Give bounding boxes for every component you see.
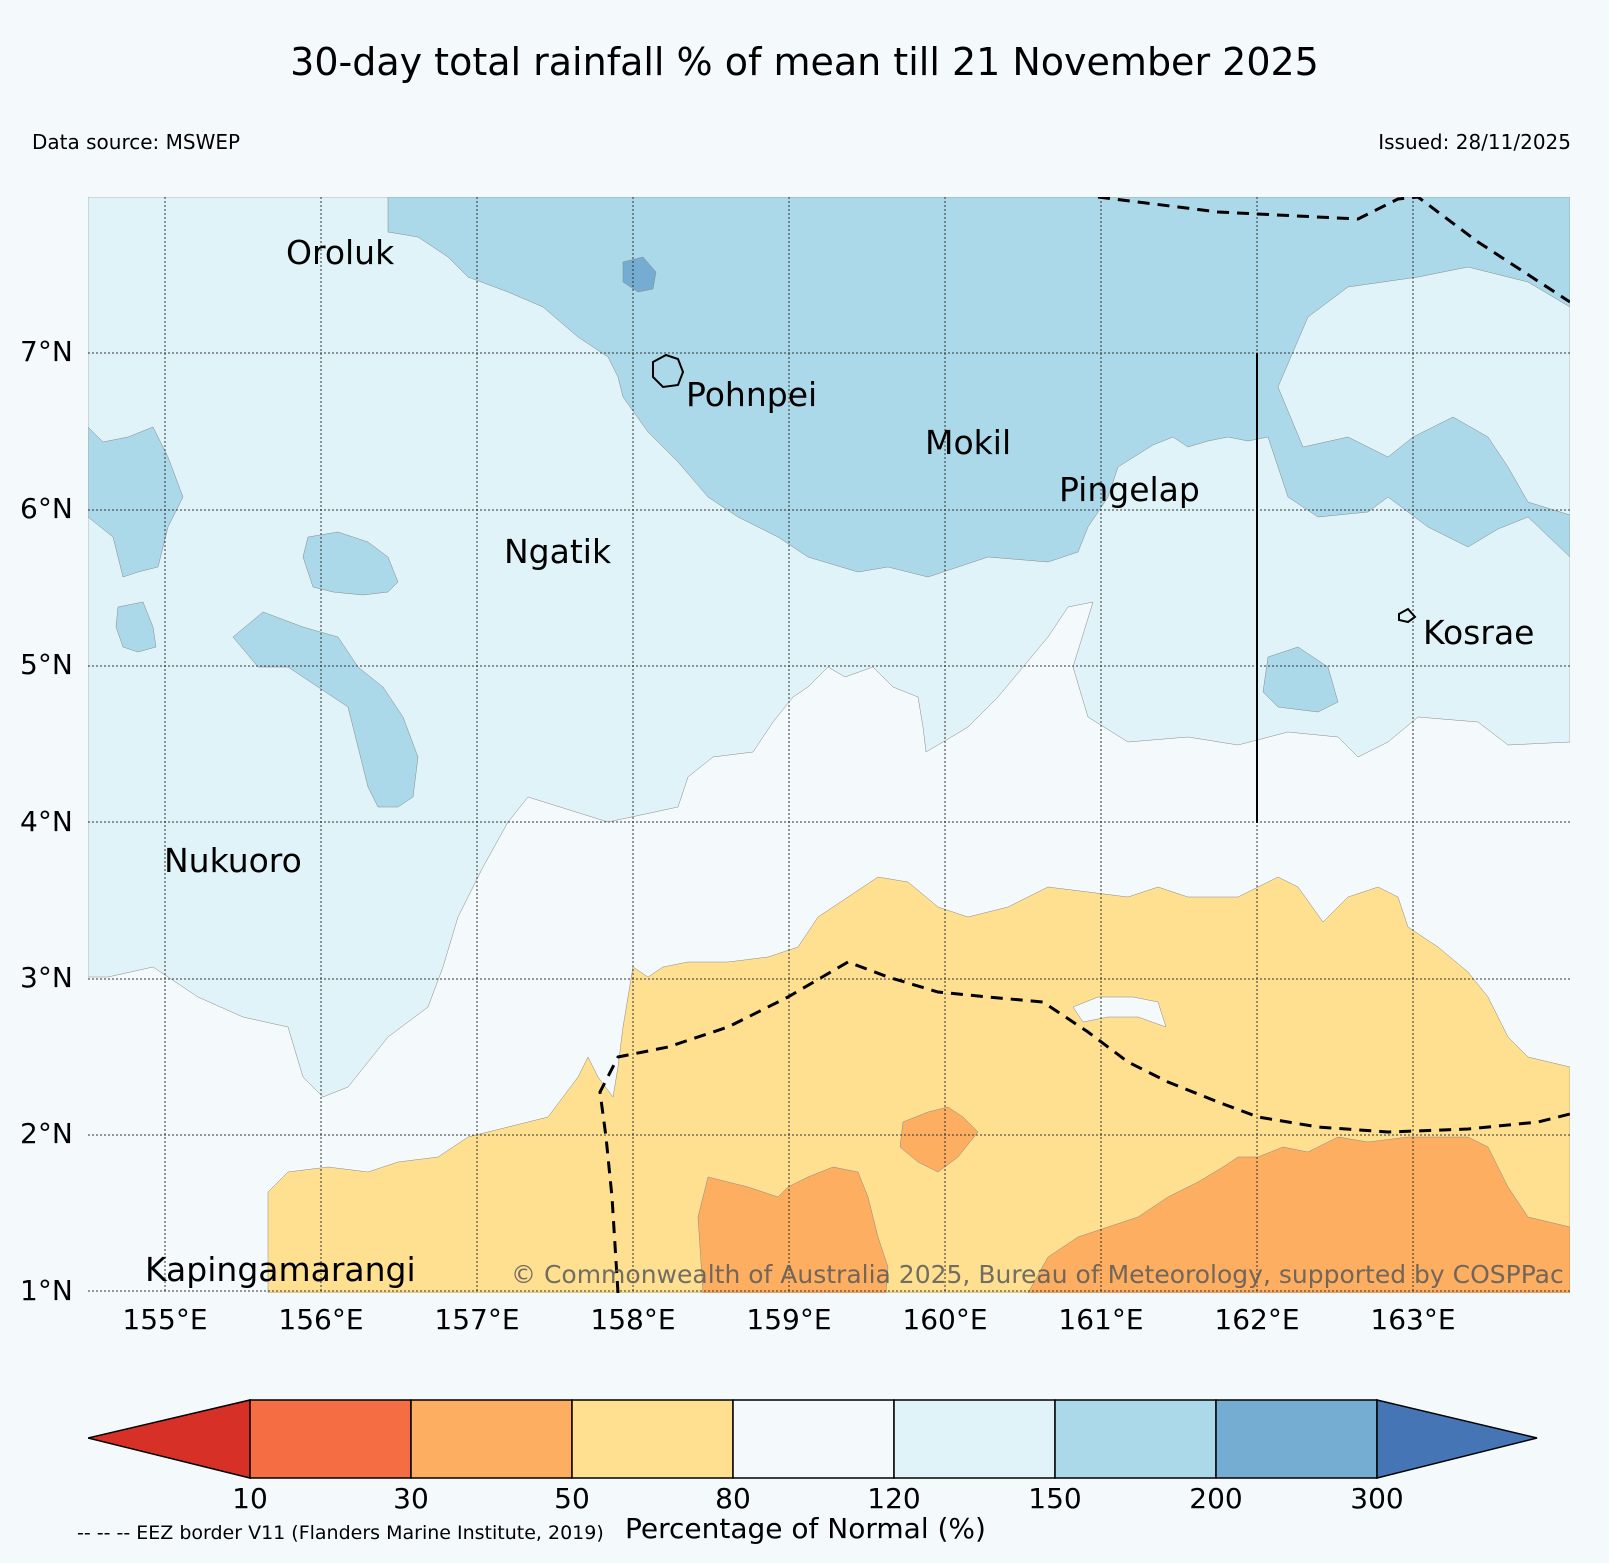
rainfall-map (88, 197, 1570, 1293)
band-80-120-patch (1072, 996, 1167, 1028)
lat-label-4n: 4°N (20, 805, 73, 838)
band-150-200-blob-c (115, 601, 157, 653)
eez-legend-note: -- -- -- EEZ border V11 (Flanders Marine… (77, 1522, 604, 1544)
lon-label-158e: 158°E (590, 1303, 676, 1336)
lat-label-2n: 2°N (20, 1117, 73, 1150)
colorbar-segment-gt300 (1376, 1399, 1538, 1479)
lon-label-160e: 160°E (902, 1303, 988, 1336)
issued-date: Issued: 28/11/2025 (1378, 130, 1571, 154)
colorbar-segment-150-200 (1054, 1399, 1217, 1479)
band-30-50-c (1027, 1136, 1570, 1293)
lon-label-163e: 163°E (1370, 1303, 1456, 1336)
colorbar-tick-200: 200 (1189, 1482, 1243, 1515)
lat-label-1n: 1°N (20, 1274, 73, 1307)
colorbar-segment-10-30 (249, 1399, 412, 1479)
island-label-mokil: Mokil (925, 423, 1012, 462)
data-source: Data source: MSWEP (32, 130, 241, 154)
colorbar-segment-50-80 (571, 1399, 734, 1479)
band-150-200-west (88, 426, 184, 578)
copyright-notice: © Commonwealth of Australia 2025, Bureau… (511, 1260, 1564, 1289)
colorbar-tick-300: 300 (1350, 1482, 1404, 1515)
lat-label-7n: 7°N (20, 335, 73, 368)
colorbar-segment-lt10 (88, 1399, 251, 1479)
band-150-200-blob-a (302, 531, 399, 596)
lon-label-159e: 159°E (746, 1303, 832, 1336)
kosrae-island-shape (1398, 607, 1417, 624)
band-150-200-blob-b (232, 611, 419, 808)
colorbar-label: Percentage of Normal (%) (625, 1512, 986, 1545)
pohnpei-island-shape (652, 353, 685, 389)
lon-label-156e: 156°E (278, 1303, 364, 1336)
eez-border (598, 197, 1570, 1293)
colorbar-tick-150: 150 (1028, 1482, 1082, 1515)
island-label-pingelap: Pingelap (1059, 470, 1200, 509)
colorbar-tick-30: 30 (393, 1482, 429, 1515)
colorbar-segment-120-150 (893, 1399, 1056, 1479)
band-150-200-blob-d (1262, 646, 1339, 713)
colorbar-segment-30-50 (410, 1399, 573, 1479)
island-label-oroluk: Oroluk (286, 233, 395, 272)
lon-label-155e: 155°E (122, 1303, 208, 1336)
colorbar-tick-10: 10 (232, 1482, 268, 1515)
lon-label-162e: 162°E (1214, 1303, 1300, 1336)
colorbar-tick-80: 80 (715, 1482, 751, 1515)
lat-label-5n: 5°N (20, 648, 73, 681)
lon-label-157e: 157°E (434, 1303, 520, 1336)
colorbar-segment-80-120 (732, 1399, 895, 1479)
map-title: 30-day total rainfall % of mean till 21 … (290, 40, 1319, 84)
colorbar-segment-200-300 (1215, 1399, 1378, 1479)
island-label-pohnpei: Pohnpei (686, 375, 818, 414)
colorbar-tick-120: 120 (867, 1482, 921, 1515)
island-label-kapingamarangi: Kapingamarangi (145, 1250, 416, 1289)
colorbar-tick-50: 50 (554, 1482, 590, 1515)
band-30-50-b (697, 1166, 889, 1293)
lat-label-3n: 3°N (20, 961, 73, 994)
band-200-300 (622, 256, 657, 293)
band-150-200-north (387, 197, 1570, 578)
lon-label-161e: 161°E (1058, 1303, 1144, 1336)
colorbar (88, 1399, 1538, 1479)
lat-label-6n: 6°N (20, 492, 73, 525)
island-label-ngatik: Ngatik (504, 532, 612, 571)
island-label-kosrae: Kosrae (1423, 613, 1535, 652)
island-label-nukuoro: Nukuoro (164, 841, 302, 880)
band-30-50-a (899, 1106, 979, 1173)
